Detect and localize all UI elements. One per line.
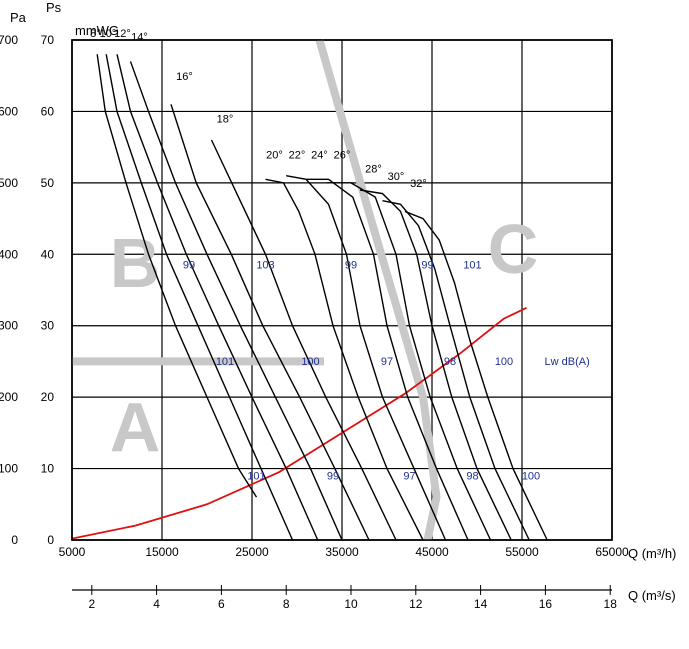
pitch-curve-label: 22°: [289, 149, 306, 161]
fan-performance-chart: 5000 15000 25000 35000 45000 55000 65000 0 0 100 1…: [0, 0, 689, 649]
lw-db-label: 97: [381, 356, 393, 368]
zone-letter-b: B: [110, 224, 161, 302]
axis-label-ps: Ps: [46, 0, 62, 15]
axis-label-q-m3h: Q (m³/h): [628, 546, 676, 561]
x-tick-label: 5000: [59, 545, 86, 559]
pitch-curve-label: 26°: [334, 149, 351, 161]
lw-db-label: 103: [256, 260, 274, 272]
y-mmwg-tick-label: 40: [41, 247, 55, 261]
x2-tick-label: 2: [88, 597, 95, 611]
lw-db-label: 98: [466, 470, 478, 482]
axis-label-mmwg: mmWG: [75, 23, 119, 38]
pitch-curve-label: 20°: [266, 149, 283, 161]
lw-db-label: 99: [421, 260, 433, 272]
y-mmwg-tick-label: 50: [41, 176, 55, 190]
pitch-curve-label: 14°: [131, 32, 148, 44]
x-tick-label: 65000: [595, 545, 629, 559]
x2-tick-label: 14: [474, 597, 488, 611]
y-pa-tick-label: 100: [0, 462, 18, 476]
y-pa-tick-label: 500: [0, 176, 18, 190]
lw-db-label: 99: [183, 260, 195, 272]
y-mmwg-tick-label: 30: [41, 319, 55, 333]
x-tick-label: 25000: [235, 545, 269, 559]
x2-tick-label: 4: [153, 597, 160, 611]
y-pa-tick-label: 300: [0, 319, 18, 333]
x-tick-label: 45000: [415, 545, 449, 559]
x2-tick-label: 12: [409, 597, 423, 611]
y-mmwg-tick-label: 70: [41, 33, 55, 47]
x-tick-label: 35000: [325, 545, 359, 559]
zone-letter-c: C: [488, 210, 539, 288]
y-mmwg-tick-label: 10: [41, 462, 55, 476]
y-mmwg-tick-label: 0: [47, 533, 54, 547]
lw-db-label: 101: [463, 260, 481, 272]
pitch-curve-label: 24°: [311, 149, 328, 161]
x2-tick-label: 6: [218, 597, 225, 611]
y-mmwg-tick-label: 60: [41, 104, 55, 118]
pitch-curve-label: 28°: [365, 164, 382, 176]
lw-db-label: 98: [444, 356, 456, 368]
lw-db-label: 101: [247, 470, 265, 482]
y-pa-tick-label: 600: [0, 104, 18, 118]
x-tick-label: 15000: [145, 545, 179, 559]
y-pa-tick-label: 400: [0, 247, 18, 261]
lw-db-label: 100: [301, 356, 319, 368]
y-pa-tick-label: 700: [0, 33, 18, 47]
zone-letter-a: A: [110, 388, 161, 466]
pitch-curve-label: 32°: [410, 178, 427, 190]
y-pa-tick-label: 0: [11, 533, 18, 547]
x2-tick-label: 8: [283, 597, 290, 611]
pitch-curve-label: 16°: [176, 71, 193, 83]
lw-unit-label: Lw dB(A): [545, 356, 590, 368]
x2-tick-label: 16: [539, 597, 553, 611]
pitch-curve-label: 18°: [217, 114, 234, 126]
x-tick-label: 55000: [505, 545, 539, 559]
axis-label-pa: Pa: [10, 10, 27, 25]
lw-db-label: 99: [327, 470, 339, 482]
lw-db-label: 100: [522, 470, 540, 482]
lw-db-label: 100: [495, 356, 513, 368]
lw-db-label: 101: [216, 356, 234, 368]
lw-db-label: 99: [345, 260, 357, 272]
x2-tick-label: 18: [604, 597, 618, 611]
x2-tick-label: 10: [344, 597, 358, 611]
y-pa-tick-label: 200: [0, 390, 18, 404]
pitch-curve-label: 30°: [388, 171, 405, 183]
axis-label-q-m3s: Q (m³/s): [628, 588, 676, 603]
lw-db-label: 97: [403, 470, 415, 482]
y-mmwg-tick-label: 20: [41, 390, 55, 404]
